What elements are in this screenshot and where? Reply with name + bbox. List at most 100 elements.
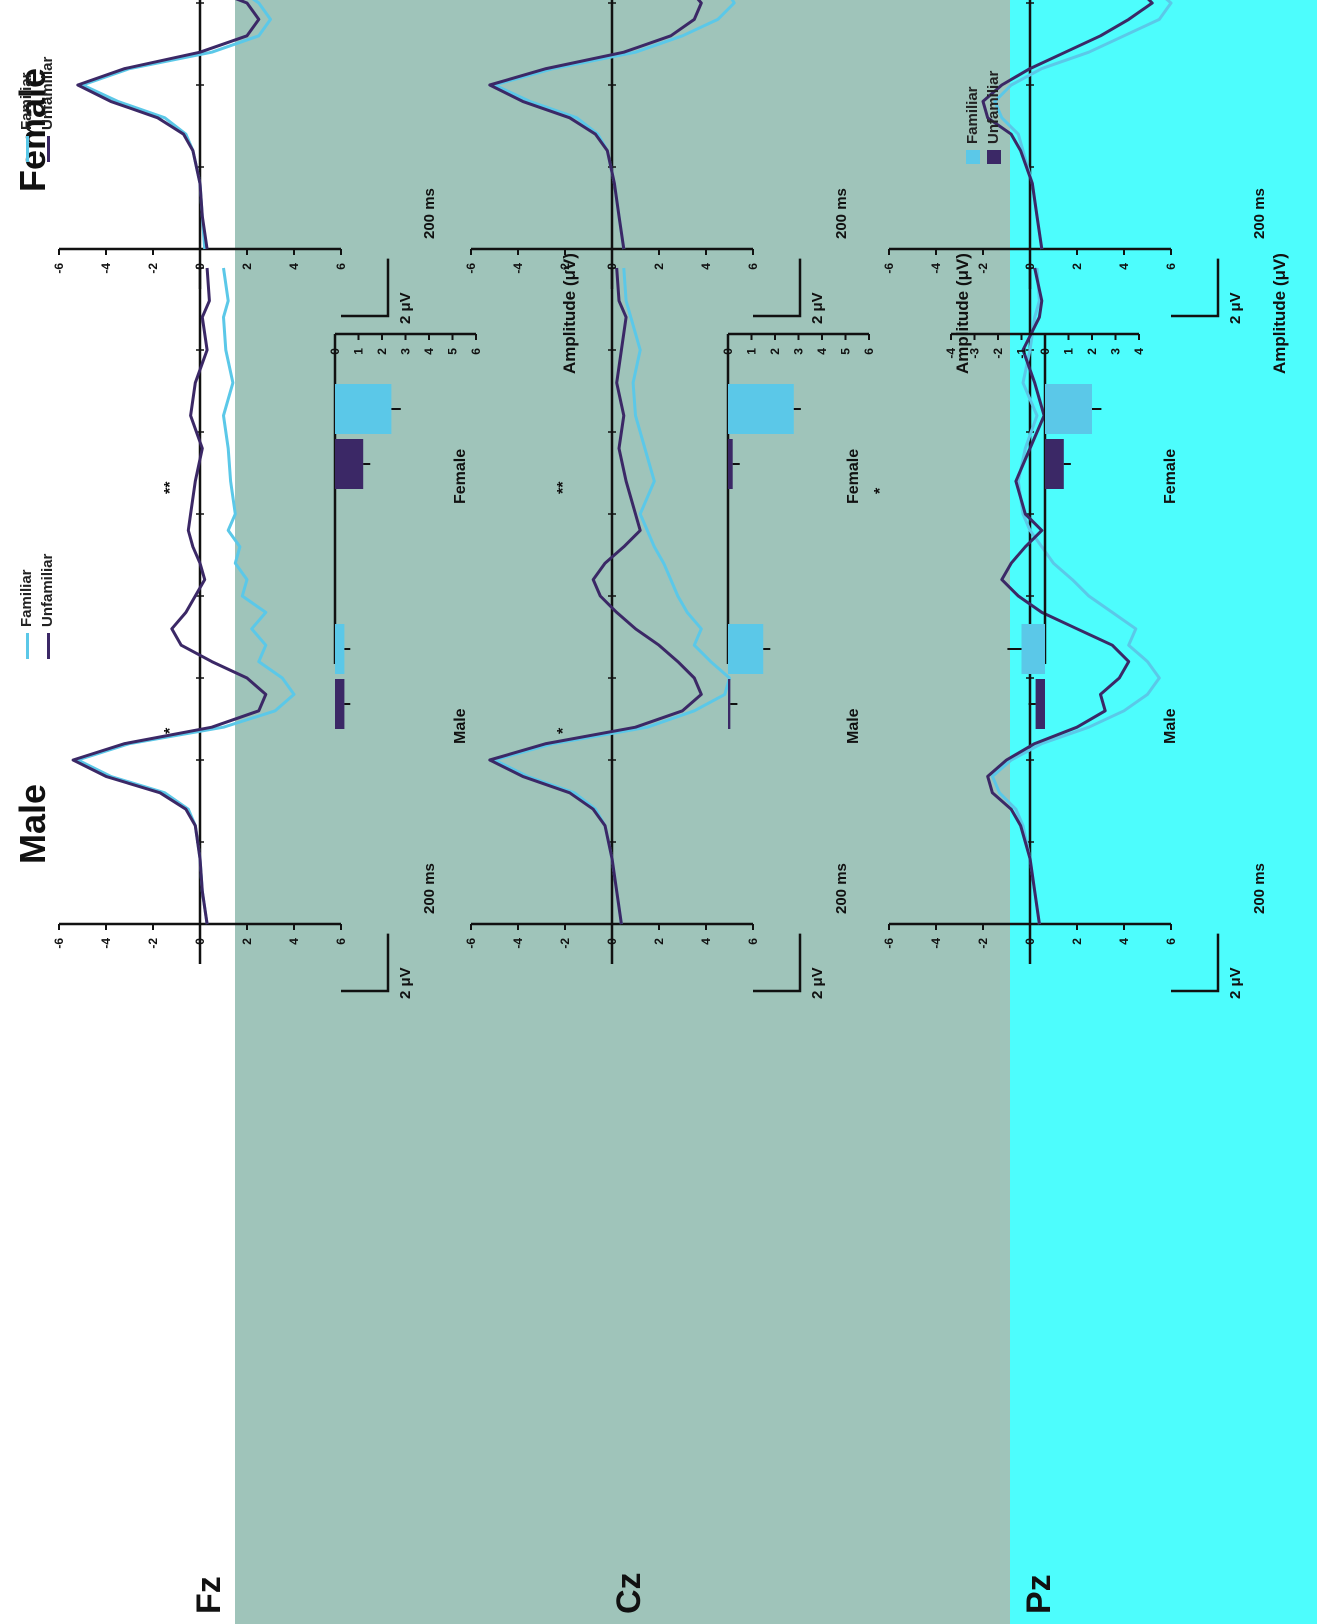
familiar-line-swatch xyxy=(25,136,29,162)
y-tick-label: 0 xyxy=(193,263,207,270)
bar-y-tick-label: -1 xyxy=(1015,348,1029,359)
legend-female-unfamiliar: Unfamiliar xyxy=(39,57,56,162)
bar-y-tick-label: 1 xyxy=(1062,348,1076,355)
erp-line-familiar xyxy=(993,0,1173,250)
y-tick-label: 0 xyxy=(193,938,207,945)
scale-bar-voltage-label: 2 μV xyxy=(1227,967,1244,999)
scale-bar xyxy=(1171,258,1220,318)
bar-unfamiliar xyxy=(1045,439,1064,489)
y-tick-label: 2 xyxy=(652,263,666,270)
scale-bar xyxy=(1171,933,1220,993)
y-tick-label: -2 xyxy=(976,263,990,274)
legend-male-unfamiliar: Unfamiliar xyxy=(39,554,56,659)
scale-bar xyxy=(341,933,390,993)
bar-y-tick-label: -4 xyxy=(944,348,958,359)
legend-bars: Familiar Unfamiliar xyxy=(964,71,1002,164)
scale-bar-voltage-label: 2 μV xyxy=(809,967,826,999)
y-tick-label: 2 xyxy=(240,938,254,945)
scale-bar-time-label: 200 ms xyxy=(421,863,438,914)
y-tick-label: 6 xyxy=(334,938,348,945)
scale-bar-voltage-label: 2 μV xyxy=(397,292,414,324)
scale-bar-voltage-label: 2 μV xyxy=(397,967,414,999)
y-tick-label: -4 xyxy=(929,938,943,949)
bar-y-tick-label: 3 xyxy=(399,348,413,355)
legend-bar-unfamiliar: Unfamiliar xyxy=(985,71,1002,164)
familiar-line-swatch xyxy=(25,633,29,659)
y-tick-label: -6 xyxy=(52,263,66,274)
bar-familiar xyxy=(335,384,392,434)
erp-line-familiar xyxy=(493,0,736,250)
y-tick-label: 4 xyxy=(699,263,713,270)
y-tick-label: -6 xyxy=(882,938,896,949)
y-tick-label: -6 xyxy=(464,263,478,274)
erp-line-familiar xyxy=(990,267,1161,925)
y-tick-label: -2 xyxy=(558,263,572,274)
y-tick-label: -6 xyxy=(464,938,478,949)
y-tick-label: 0 xyxy=(1023,938,1037,945)
y-tick-label: -4 xyxy=(511,263,525,274)
y-tick-label: 4 xyxy=(287,938,301,945)
y-tick-label: -2 xyxy=(146,263,160,274)
y-tick-label: -6 xyxy=(52,938,66,949)
scale-bar-voltage-label: 2 μV xyxy=(809,292,826,324)
scale-bar-time-label: 200 ms xyxy=(421,188,438,239)
erp-line-unfamiliar xyxy=(71,267,268,925)
bar-y-axis-label: Amplitude (μV) xyxy=(1270,253,1289,374)
bar-group-label: Female xyxy=(845,449,862,504)
y-tick-label: -4 xyxy=(99,263,113,274)
y-tick-label: -4 xyxy=(929,263,943,274)
y-tick-label: 4 xyxy=(699,938,713,945)
legend-male: Familiar Unfamiliar xyxy=(18,554,56,659)
y-tick-label: 2 xyxy=(1070,263,1084,270)
bar-y-tick-label: -3 xyxy=(968,348,982,359)
unfamiliar-bar-swatch xyxy=(987,150,1002,164)
significance-marker: * xyxy=(555,727,572,734)
header-male: Male xyxy=(12,783,53,864)
bar-y-tick-label: 1 xyxy=(352,348,366,355)
bar-unfamiliar xyxy=(335,679,345,729)
significance-marker: * xyxy=(872,487,889,494)
y-tick-label: 4 xyxy=(1117,938,1131,945)
scale-bar-time-label: 200 ms xyxy=(1251,863,1268,914)
y-tick-label: 4 xyxy=(1117,263,1131,270)
y-tick-label: -4 xyxy=(99,938,113,949)
erp-line-unfamiliar xyxy=(488,267,703,925)
bar-y-tick-label: 5 xyxy=(839,348,853,355)
erp-line-familiar xyxy=(81,0,272,250)
significance-marker: * xyxy=(162,727,179,734)
y-tick-label: 6 xyxy=(746,263,760,270)
y-tick-label: 0 xyxy=(605,263,619,270)
y-tick-label: -2 xyxy=(558,938,572,949)
legend-female: Familiar Unfamiliar xyxy=(18,57,56,162)
erp-line-unfamiliar xyxy=(76,0,261,250)
familiar-bar-swatch xyxy=(966,150,981,164)
y-tick-label: 4 xyxy=(287,263,301,270)
bar-y-tick-label: 2 xyxy=(768,348,782,355)
bar-y-tick-label: 4 xyxy=(815,348,829,355)
bar-y-tick-label: 5 xyxy=(446,348,460,355)
bar-y-tick-label: 2 xyxy=(375,348,389,355)
legend-female-familiar: Familiar xyxy=(18,57,35,162)
bar-group-label: Female xyxy=(1162,449,1179,504)
bar-y-tick-label: 6 xyxy=(862,348,876,355)
y-tick-label: -2 xyxy=(146,938,160,949)
bar-group-label: Male xyxy=(452,708,469,744)
bar-y-tick-label: 6 xyxy=(469,348,483,355)
scale-bar xyxy=(753,933,802,993)
electrode-label-fz: Fz xyxy=(190,1576,228,1614)
unfamiliar-line-swatch xyxy=(46,136,50,162)
bar-familiar xyxy=(1045,384,1092,434)
electrode-label-cz: Cz xyxy=(610,1572,648,1614)
bar-familiar xyxy=(335,624,345,674)
electrode-label-pz: Pz xyxy=(1020,1574,1058,1614)
erp-line-unfamiliar xyxy=(981,0,1154,250)
bar-y-axis-label: Amplitude (μV) xyxy=(953,253,972,374)
erp-line-familiar xyxy=(76,267,296,925)
legend-bar-familiar: Familiar xyxy=(964,71,981,164)
unfamiliar-line-swatch xyxy=(46,633,50,659)
bar-unfamiliar xyxy=(728,679,731,729)
significance-marker: ** xyxy=(162,481,179,494)
y-tick-label: 2 xyxy=(652,938,666,945)
scale-bar-voltage-label: 2 μV xyxy=(1227,292,1244,324)
